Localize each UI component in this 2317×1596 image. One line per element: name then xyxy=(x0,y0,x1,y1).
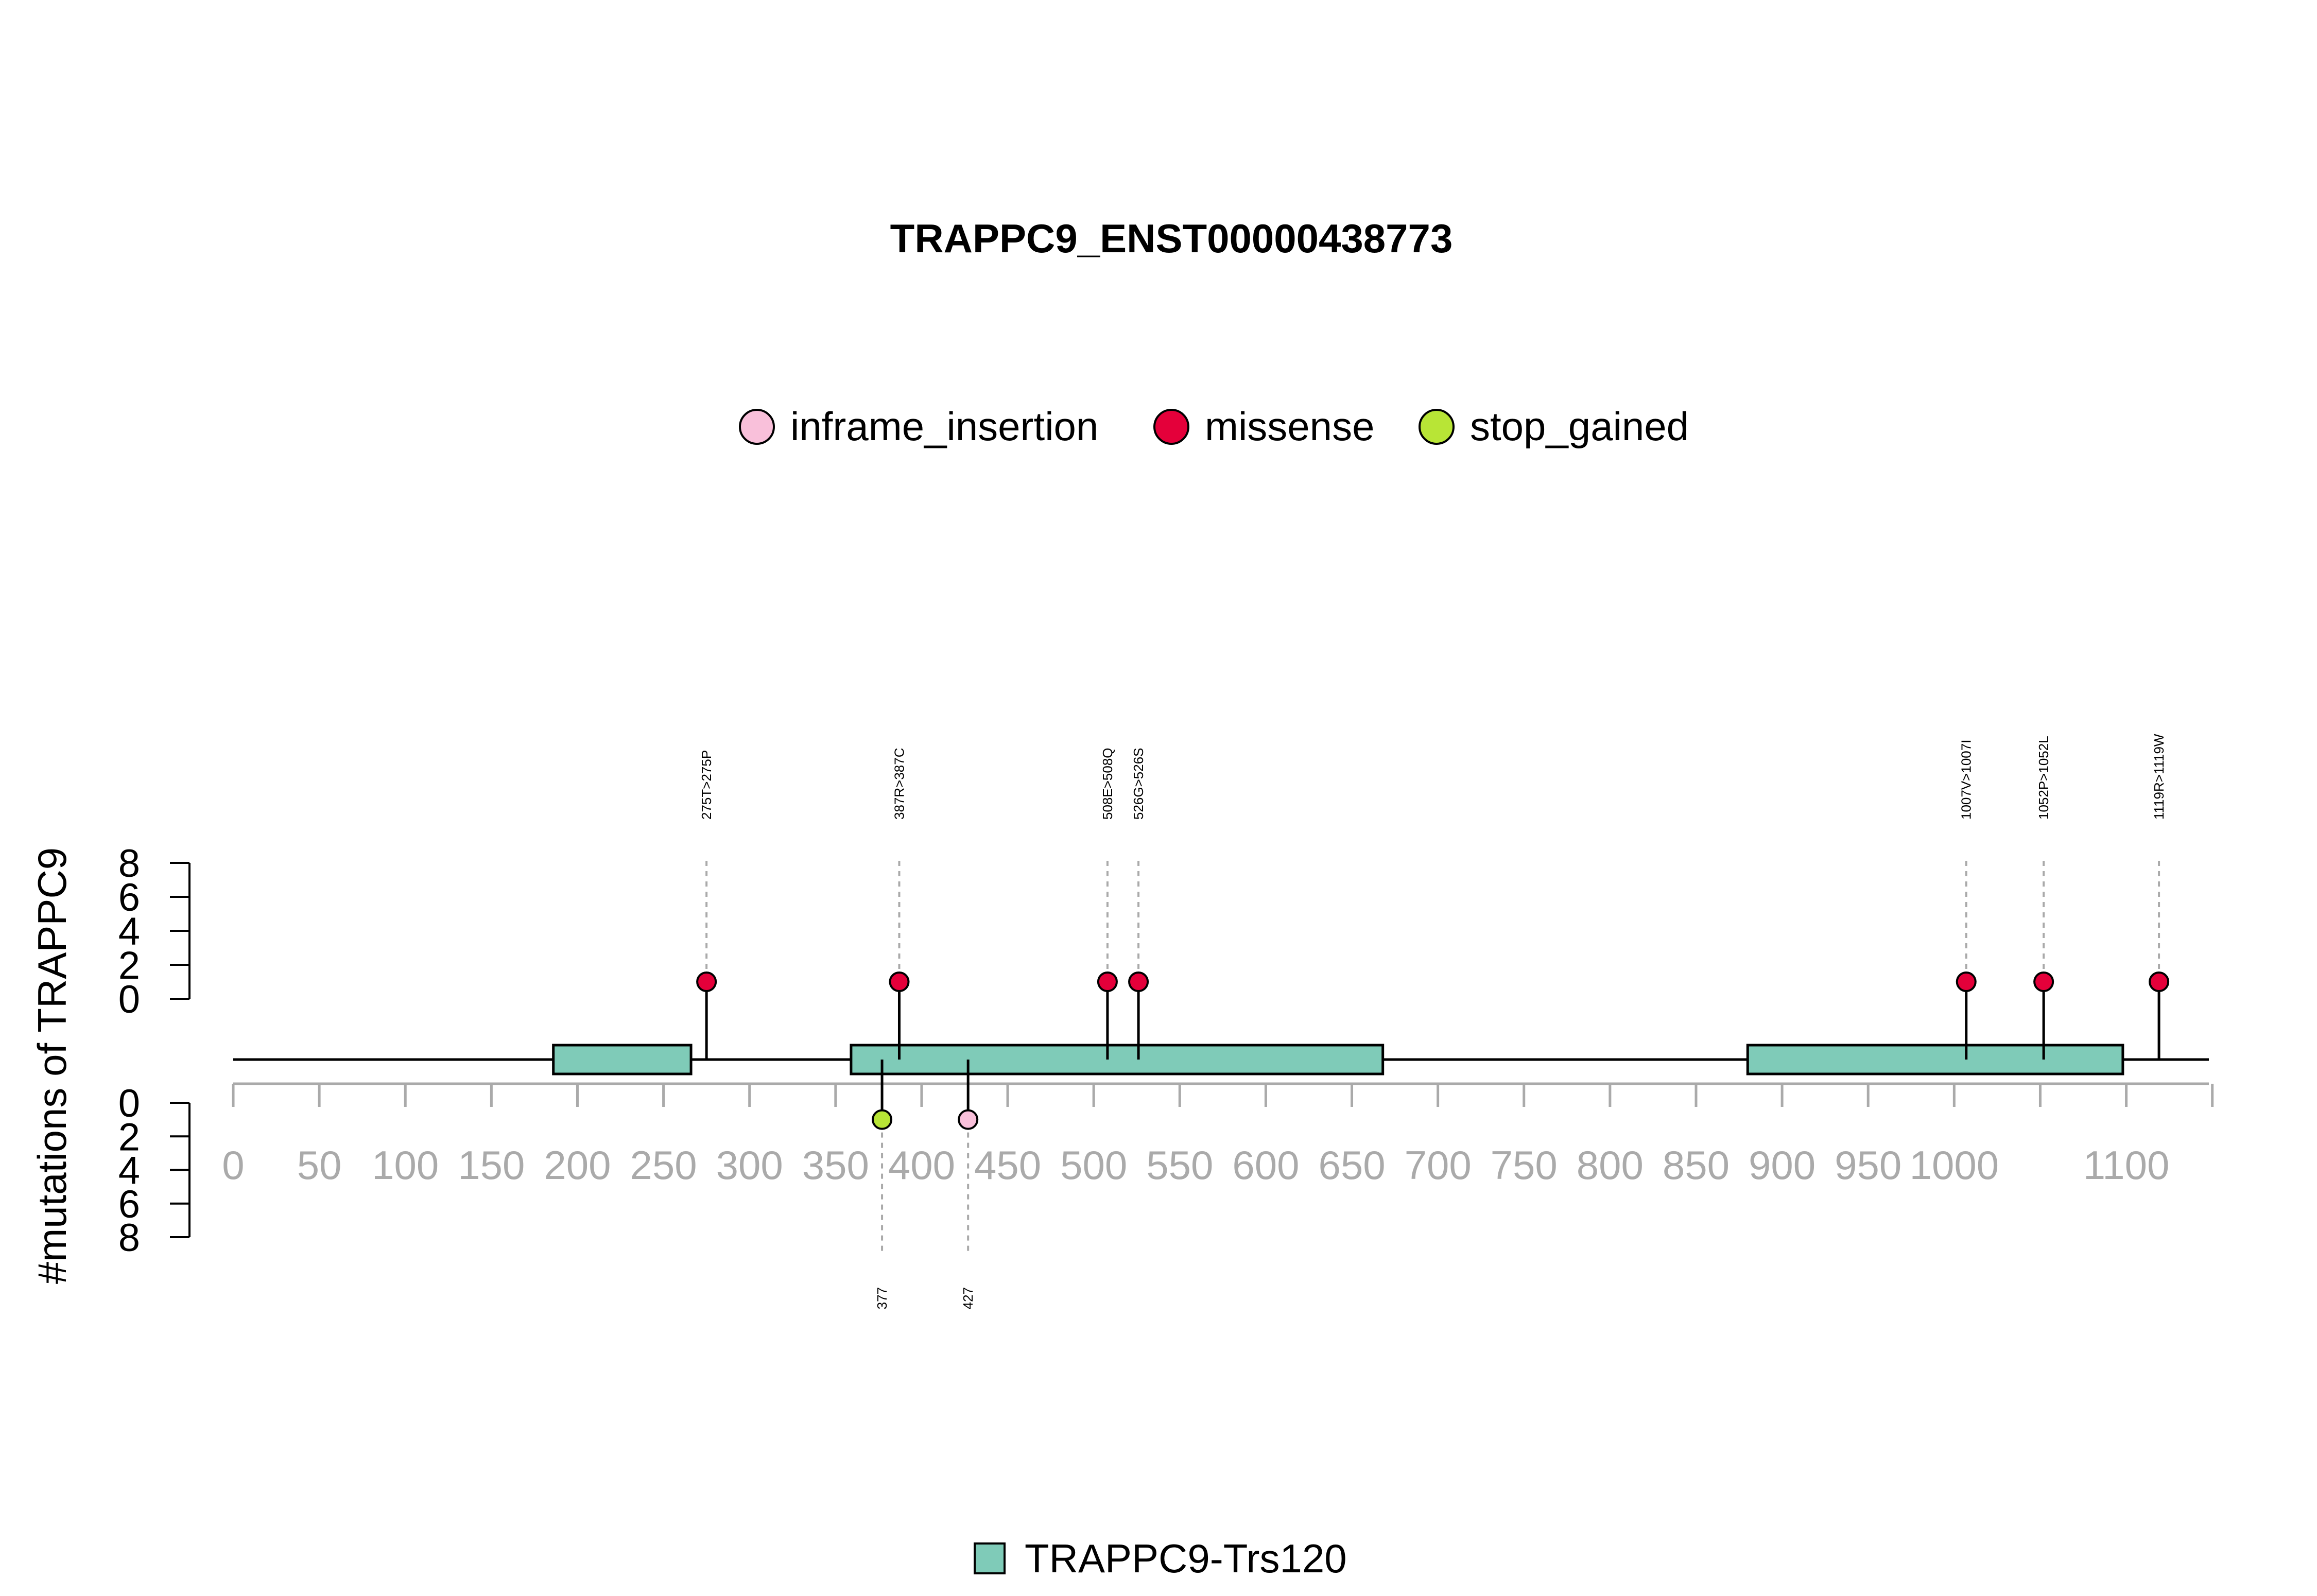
mutation-marker xyxy=(958,1109,979,1130)
mutation-label: 1007V>1007I xyxy=(1959,740,1974,820)
domains xyxy=(552,1044,2124,1075)
y-top-tick-label: 8 xyxy=(118,842,140,886)
y-bottom-tick-label: 0 xyxy=(118,1082,140,1125)
y-bottom-tick-label: 2 xyxy=(118,1115,140,1159)
legend: inframe_insertion missense stop_gained xyxy=(739,404,1689,449)
mutation-label: 275T>275P xyxy=(699,750,714,820)
mutation-marker xyxy=(2149,972,2170,992)
x-tick-label: 900 xyxy=(1749,1142,1815,1188)
x-tick-label: 1100 xyxy=(2083,1142,2170,1188)
x-tick-label: 750 xyxy=(1491,1142,1558,1188)
y-top-tick-label: 0 xyxy=(118,978,140,1021)
chart-title: TRAPPC9_ENST00000438773 xyxy=(890,216,1453,261)
mutation-label: 526G>526S xyxy=(1131,748,1146,820)
x-tick-label: 200 xyxy=(544,1142,611,1188)
x-tick-label: 0 xyxy=(222,1142,244,1188)
mutation-label: 387R>387C xyxy=(891,748,907,820)
legend-label-stop_gained: stop_gained xyxy=(1470,404,1689,449)
y-bottom-tick-label: 8 xyxy=(118,1216,140,1260)
x-tick-label: 600 xyxy=(1232,1142,1299,1188)
mutation-marker xyxy=(2033,972,2054,992)
domain-box xyxy=(1746,1044,2124,1075)
x-tick-label: 300 xyxy=(716,1142,783,1188)
domain-box xyxy=(850,1044,1385,1075)
x-tick-label: 400 xyxy=(888,1142,955,1188)
x-tick-label: 650 xyxy=(1318,1142,1385,1188)
x-tick-label: 1000 xyxy=(1910,1142,1999,1188)
x-tick-label: 450 xyxy=(974,1142,1041,1188)
legend-marker-missense xyxy=(1153,409,1189,445)
x-tick-label: 700 xyxy=(1405,1142,1472,1188)
mutation-marker xyxy=(889,972,910,992)
mutation-label: 508E>508Q xyxy=(1100,748,1115,820)
x-tick-label: 100 xyxy=(372,1142,439,1188)
mutation-label: 1119R>1119W xyxy=(2151,734,2167,820)
x-tick-label: 550 xyxy=(1146,1142,1213,1188)
domain-legend: TRAPPC9-Trs120 xyxy=(974,1536,1347,1581)
legend-label-inframe_insertion: inframe_insertion xyxy=(790,404,1098,449)
legend-label-missense: missense xyxy=(1205,404,1374,449)
mutation-label: 377 xyxy=(874,1287,890,1309)
y-bottom-tick-label: 6 xyxy=(118,1183,140,1226)
domain-legend-label: TRAPPC9-Trs120 xyxy=(1025,1536,1347,1581)
mutation-marker xyxy=(872,1109,893,1130)
mutations: 275T>275P 387R>387C 508E>508Q 526G>526S 1007… xyxy=(696,734,2170,1309)
mutation-label: 1052P>1052L xyxy=(2036,736,2051,820)
y-axis-label: #mutations of TRAPPC9 xyxy=(29,847,75,1284)
mutation-marker xyxy=(696,972,717,992)
x-tick-label: 950 xyxy=(1835,1142,1901,1188)
y-top-tick-label: 4 xyxy=(118,910,140,953)
x-tick-label: 150 xyxy=(458,1142,525,1188)
domain-legend-swatch xyxy=(974,1542,1006,1574)
x-tick-label: 350 xyxy=(802,1142,869,1188)
x-tick-label: 50 xyxy=(297,1142,342,1188)
mutation-marker xyxy=(1097,972,1118,992)
mutation-marker xyxy=(1128,972,1149,992)
y-top-tick-label: 2 xyxy=(118,944,140,987)
y-bottom-tick-label: 4 xyxy=(118,1149,140,1193)
x-tick-label: 850 xyxy=(1663,1142,1730,1188)
mutation-label: 427 xyxy=(960,1287,976,1309)
mutation-marker xyxy=(1956,972,1977,992)
x-tick-label: 500 xyxy=(1060,1142,1127,1188)
legend-marker-stop_gained xyxy=(1419,409,1455,445)
legend-marker-inframe_insertion xyxy=(739,409,775,445)
x-tick-label: 250 xyxy=(630,1142,697,1188)
x-axis: 0 50 100 150 200 250 300 350 400 450 500 550 600 650 7… xyxy=(222,1082,2214,1188)
y-top-tick-label: 6 xyxy=(118,876,140,920)
x-tick-label: 800 xyxy=(1577,1142,1644,1188)
domain-box xyxy=(552,1044,693,1075)
